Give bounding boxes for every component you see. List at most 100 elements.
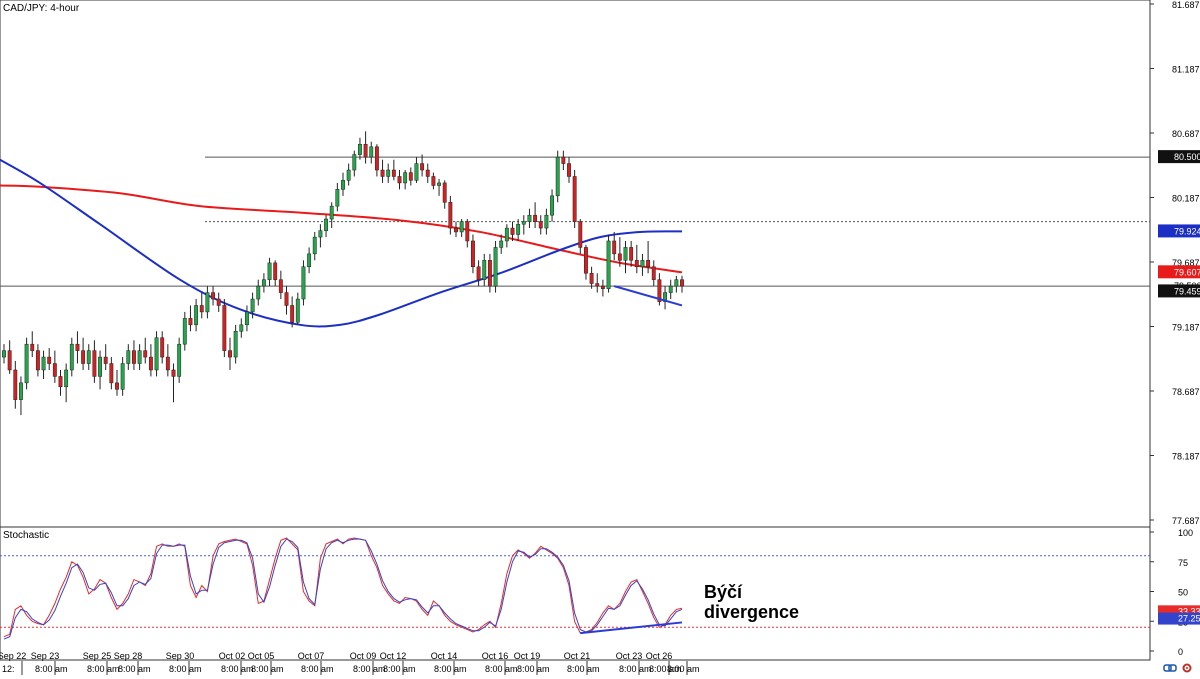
candle-body	[567, 163, 571, 177]
y-tick-label: 81.187	[1172, 65, 1200, 75]
candle-body	[431, 176, 436, 186]
x-time-label: 12:	[2, 664, 15, 674]
y-tick-label: 79.687	[1172, 258, 1200, 268]
candle-body	[295, 298, 300, 323]
candle-body	[250, 298, 255, 313]
price-label-red-ma-bg	[1158, 265, 1200, 279]
x-date-label: Sep 25	[83, 651, 112, 661]
candle-body	[35, 350, 40, 371]
x-date-label: Oct 19	[514, 651, 541, 661]
candle-body	[657, 279, 662, 302]
x-time-label: 8:00 am	[35, 664, 68, 674]
x-time-label: 8:00 am	[221, 664, 254, 674]
y-tick-label: 81.687	[1172, 0, 1200, 10]
price-divergence-line	[613, 285, 683, 307]
candle-body	[482, 260, 487, 280]
candle-body	[120, 363, 125, 390]
candle-body	[471, 240, 475, 268]
candle-body	[476, 266, 481, 280]
candle-body	[369, 146, 374, 158]
candle-body	[555, 156, 560, 197]
candle-body	[143, 350, 148, 358]
x-time-label: 8:00 am	[485, 664, 518, 674]
x-date-label: Oct 12	[380, 651, 407, 661]
candle-body	[516, 223, 521, 235]
x-date-label: Oct 09	[350, 651, 377, 661]
candle-body	[623, 247, 628, 261]
candle-body	[228, 350, 232, 358]
gear-icon[interactable]	[1181, 661, 1193, 673]
candle-body	[261, 279, 266, 287]
candle-body	[668, 285, 673, 293]
moving-average-blue-line	[0, 158, 683, 328]
candle-body	[239, 324, 244, 332]
candle-body	[256, 285, 261, 300]
candle-body	[454, 227, 458, 233]
candle-body	[160, 337, 165, 358]
stoch-tick-label: 50	[1178, 588, 1188, 598]
x-time-label: 8:00 am	[517, 664, 550, 674]
candle-body	[312, 236, 317, 255]
candle-body	[680, 279, 684, 287]
candle-body	[346, 169, 351, 181]
candle-body	[527, 214, 532, 222]
candle-body	[2, 350, 6, 358]
candle-body	[171, 369, 176, 377]
y-tick-label: 80.187	[1172, 194, 1200, 204]
x-time-label: 8:00 am	[118, 664, 151, 674]
y-tick-label: 79.187	[1172, 323, 1200, 333]
x-time-label: 8:00 am	[619, 664, 652, 674]
candle-body	[629, 247, 634, 261]
candle-body	[504, 227, 509, 242]
x-time-label: 8:00 am	[667, 664, 700, 674]
candle-body	[165, 356, 170, 371]
x-time-label: 8:00 am	[567, 664, 600, 674]
x-date-label: Sep 22	[0, 651, 26, 661]
candle-body	[86, 350, 91, 364]
moving-average-red-line	[0, 184, 683, 274]
price-label-80500-bg	[1158, 150, 1200, 164]
x-time-label: 8:00 am	[301, 664, 334, 674]
candle-body	[493, 247, 498, 287]
candle-body	[273, 262, 278, 280]
price-panel[interactable]: 81.687 81.187 80.687 80.187 79.687 79.187 78.6…	[0, 0, 1200, 528]
candle-body	[329, 205, 334, 220]
candle-body	[459, 221, 464, 233]
candle-body	[335, 189, 340, 207]
divergence-annotation-line1: Býčí	[704, 582, 743, 602]
x-date-label: Oct 02	[219, 651, 246, 661]
candle-body	[245, 311, 249, 326]
x-time-label: 8:00 am	[383, 664, 416, 674]
stochastic-lines	[3, 537, 683, 640]
moving-averages	[0, 158, 683, 328]
candle-body	[177, 343, 182, 377]
price-label-current-bg	[1158, 284, 1200, 298]
candle-body	[278, 279, 283, 293]
candle-body	[58, 376, 63, 387]
candle-body	[617, 253, 622, 261]
x-time-label: 8:00 am	[251, 664, 284, 674]
candle-body	[521, 221, 526, 225]
candle-body	[148, 356, 153, 371]
link-icon[interactable]	[1163, 661, 1177, 673]
candle-body	[374, 146, 379, 171]
candle-body	[674, 279, 679, 287]
y-tick-label: 78.187	[1172, 452, 1200, 462]
candle-body	[544, 214, 549, 229]
stoch-tick-label: 100	[1178, 528, 1193, 538]
candle-body	[420, 163, 425, 171]
candle-body	[98, 356, 102, 377]
x-time-label: 8:00 am	[87, 664, 120, 674]
stochastic-k-value: 33.33	[1178, 606, 1200, 616]
x-date-label: Oct 07	[298, 651, 325, 661]
candle-body	[267, 262, 272, 280]
stoch-tick-label: 75	[1178, 558, 1188, 568]
candle-body	[154, 337, 159, 371]
candle-body	[222, 305, 227, 351]
candle-body	[92, 350, 97, 377]
candle-body	[589, 272, 594, 284]
candle-body	[487, 260, 492, 287]
stochastic-divergence-line	[580, 621, 683, 635]
